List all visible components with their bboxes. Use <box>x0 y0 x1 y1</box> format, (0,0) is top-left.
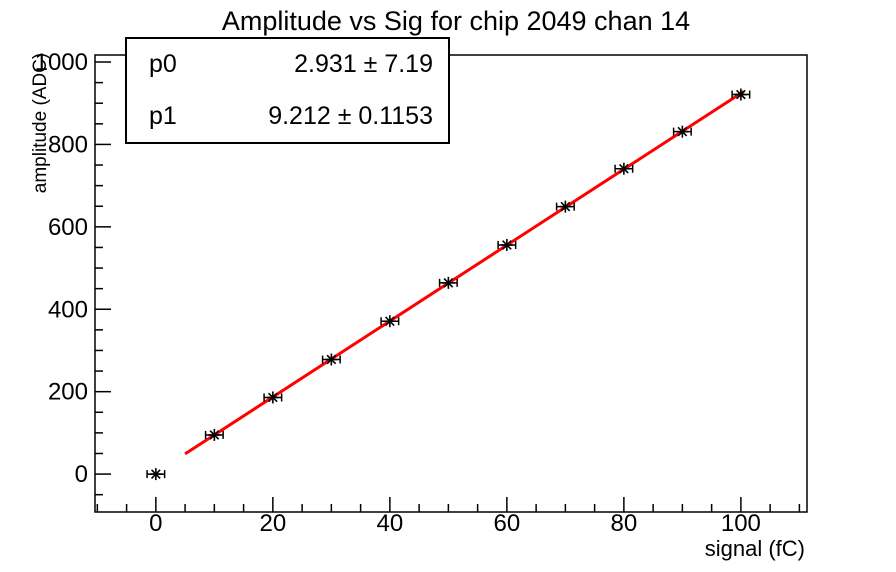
y-tick-label: 400 <box>48 296 88 323</box>
y-tick-label: 0 <box>75 461 88 488</box>
x-tick-label: 60 <box>494 510 521 537</box>
data-point-marker <box>384 316 395 327</box>
data-point-marker <box>443 278 454 288</box>
data-point-marker <box>326 354 337 365</box>
param-value-p1: 9.212 ± 0.1153 <box>268 101 433 130</box>
x-tick-label: 100 <box>721 510 761 537</box>
fit-line <box>184 90 745 456</box>
plot-frame <box>94 54 808 513</box>
data-point-marker <box>502 240 512 250</box>
x-axis-title: signal (fC) <box>704 536 805 561</box>
stats-row-p1: p1 9.212 ± 0.1153 <box>127 102 448 131</box>
y-tick-label: 800 <box>48 131 88 158</box>
data-point-marker <box>677 126 688 137</box>
data-point-marker <box>560 201 571 212</box>
data-point-marker <box>736 89 746 100</box>
y-axis-title: amplitude (ADC) <box>30 52 51 194</box>
param-value-p0: 2.931 ± 7.19 <box>294 50 433 79</box>
param-name-p1: p1 <box>149 101 177 130</box>
data-point-marker <box>267 392 278 403</box>
data-point-marker <box>150 469 161 479</box>
data-point-marker <box>619 163 629 174</box>
y-tick-label: 600 <box>48 214 88 241</box>
y-tick-label: 200 <box>48 379 88 406</box>
stats-row-p0: p0 2.931 ± 7.19 <box>127 50 448 79</box>
y-tick-label: 1000 <box>35 49 88 76</box>
x-tick-label: 0 <box>149 510 162 537</box>
x-tick-label: 40 <box>377 510 404 537</box>
x-tick-label: 80 <box>611 510 638 537</box>
data-point-marker <box>209 430 220 440</box>
param-name-p0: p0 <box>149 50 177 79</box>
x-tick-label: 20 <box>260 510 287 537</box>
fit-stats-box: p0 2.931 ± 7.19 p1 9.212 ± 0.1153 <box>125 37 450 144</box>
chart-title: Amplitude vs Sig for chip 2049 chan 14 <box>221 6 691 36</box>
